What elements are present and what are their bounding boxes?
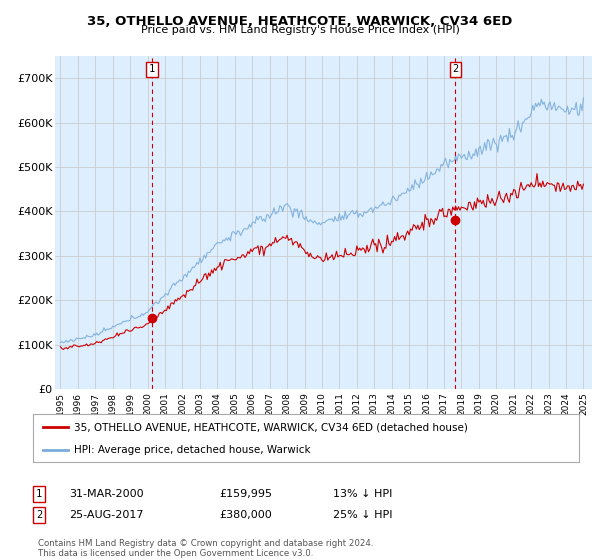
Text: 25% ↓ HPI: 25% ↓ HPI — [333, 510, 392, 520]
Text: Contains HM Land Registry data © Crown copyright and database right 2024.
This d: Contains HM Land Registry data © Crown c… — [38, 539, 373, 558]
Text: £380,000: £380,000 — [219, 510, 272, 520]
Text: 1: 1 — [149, 64, 155, 74]
Text: 31-MAR-2000: 31-MAR-2000 — [69, 489, 143, 499]
Text: 13% ↓ HPI: 13% ↓ HPI — [333, 489, 392, 499]
Text: 2: 2 — [36, 510, 42, 520]
Text: Price paid vs. HM Land Registry's House Price Index (HPI): Price paid vs. HM Land Registry's House … — [140, 25, 460, 35]
Text: 25-AUG-2017: 25-AUG-2017 — [69, 510, 143, 520]
Text: 35, OTHELLO AVENUE, HEATHCOTE, WARWICK, CV34 6ED: 35, OTHELLO AVENUE, HEATHCOTE, WARWICK, … — [88, 15, 512, 27]
Text: £159,995: £159,995 — [219, 489, 272, 499]
Text: 35, OTHELLO AVENUE, HEATHCOTE, WARWICK, CV34 6ED (detached house): 35, OTHELLO AVENUE, HEATHCOTE, WARWICK, … — [74, 422, 468, 432]
Text: HPI: Average price, detached house, Warwick: HPI: Average price, detached house, Warw… — [74, 445, 311, 455]
Text: 2: 2 — [452, 64, 458, 74]
Text: 1: 1 — [36, 489, 42, 499]
